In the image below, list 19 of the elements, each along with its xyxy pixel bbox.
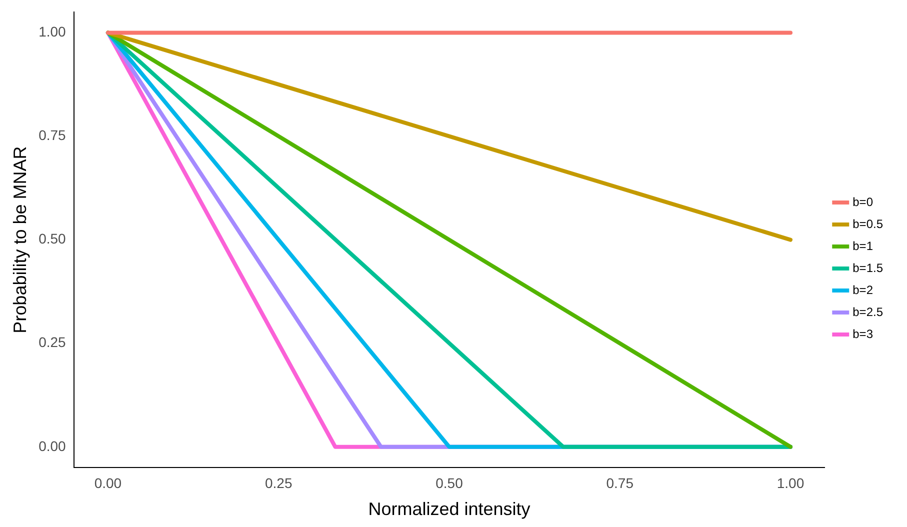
x-tick-label: 0.75 — [606, 474, 634, 491]
y-axis-title: Probability to be MNAR — [10, 146, 30, 334]
y-tick-label: 0.00 — [38, 438, 66, 454]
x-tick-label: 0.50 — [436, 474, 464, 491]
legend-label: b=3 — [852, 326, 874, 341]
legend-label: b=0.5 — [852, 216, 884, 231]
y-tick-label: 0.75 — [38, 127, 66, 144]
x-tick-label: 0.25 — [264, 474, 292, 491]
legend-label: b=0 — [852, 194, 874, 209]
legend-label: b=1 — [852, 238, 874, 253]
x-tick-label: 0.00 — [94, 474, 122, 491]
x-tick-label: 1.00 — [776, 474, 804, 491]
y-tick-label: 0.25 — [38, 334, 66, 350]
legend-label: b=1.5 — [852, 260, 884, 275]
x-axis-title: Normalized intensity — [368, 499, 530, 520]
legend-label: b=2.5 — [852, 304, 884, 319]
y-tick-label: 0.50 — [38, 230, 66, 247]
legend-label: b=2 — [852, 282, 874, 297]
y-tick-label: 1.00 — [38, 24, 66, 40]
